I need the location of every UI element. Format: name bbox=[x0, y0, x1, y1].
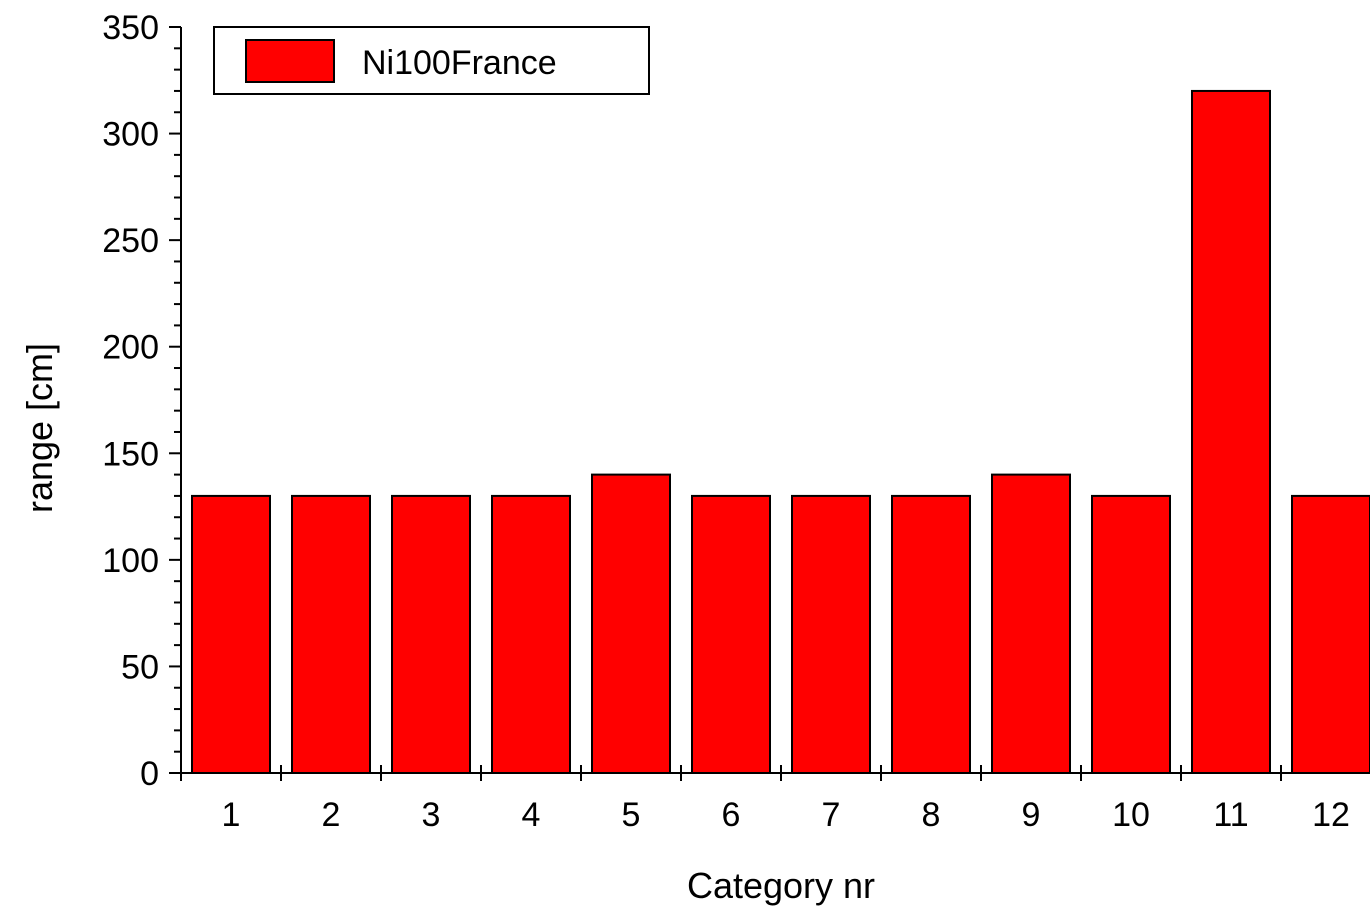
x-axis: 1 2 3 4 5 6 7 8 9 10 11 12 bbox=[180, 765, 1370, 834]
legend-swatch bbox=[245, 39, 335, 83]
x-tick-label-6: 6 bbox=[722, 796, 741, 834]
bar-6 bbox=[691, 494, 771, 774]
bar-3 bbox=[391, 494, 471, 774]
y-tick-label-200: 200 bbox=[102, 329, 159, 367]
y-tick-label-300: 300 bbox=[102, 116, 159, 154]
y-tick-label-150: 150 bbox=[102, 435, 159, 473]
y-tick-label-350: 350 bbox=[102, 9, 159, 47]
x-tick-label-8: 8 bbox=[922, 796, 941, 834]
bar-1 bbox=[191, 494, 271, 774]
x-tick-label-4: 4 bbox=[522, 796, 541, 834]
x-axis-title: Category nr bbox=[687, 865, 875, 906]
x-tick-label-11: 11 bbox=[1213, 796, 1248, 834]
bar-4 bbox=[491, 494, 571, 774]
bar-12 bbox=[1291, 494, 1370, 774]
x-tick-label-9: 9 bbox=[1022, 796, 1041, 834]
bar-11 bbox=[1191, 89, 1271, 774]
bar-8 bbox=[891, 494, 971, 774]
x-tick-label-2: 2 bbox=[322, 796, 341, 834]
bars-group bbox=[191, 89, 1370, 774]
y-axis: 0 50 100 150 200 250 300 350 bbox=[102, 9, 182, 793]
bar-5 bbox=[591, 473, 671, 774]
legend: Ni100France bbox=[213, 26, 650, 95]
y-axis-title: range [cm] bbox=[19, 343, 60, 513]
bar-9 bbox=[991, 473, 1071, 774]
y-tick-label-100: 100 bbox=[102, 542, 159, 580]
y-tick-label-50: 50 bbox=[121, 648, 159, 686]
x-tick-label-7: 7 bbox=[822, 796, 841, 834]
x-tick-label-12: 12 bbox=[1312, 796, 1350, 834]
x-tick-label-5: 5 bbox=[622, 796, 641, 834]
x-tick-label-3: 3 bbox=[422, 796, 441, 834]
bar-10 bbox=[1091, 494, 1171, 774]
y-tick-label-250: 250 bbox=[102, 222, 159, 260]
legend-label: Ni100France bbox=[362, 44, 557, 82]
x-tick-label-1: 1 bbox=[222, 796, 241, 834]
x-tick-label-10: 10 bbox=[1112, 796, 1150, 834]
bar-2 bbox=[291, 494, 371, 774]
y-tick-label-0: 0 bbox=[140, 755, 159, 793]
bar-7 bbox=[791, 494, 871, 774]
